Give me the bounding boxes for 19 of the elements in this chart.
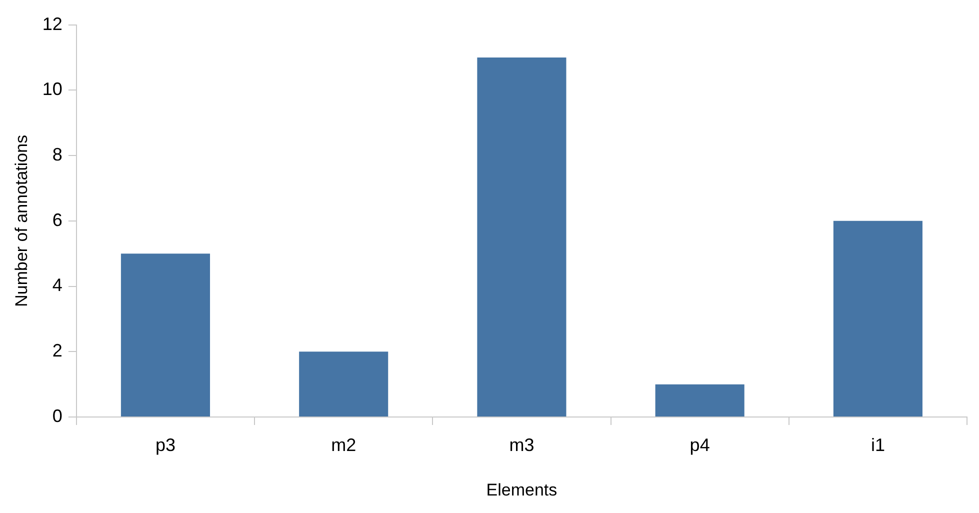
y-tick-label: 0 [52, 406, 62, 426]
bar [655, 384, 744, 416]
bar [120, 254, 210, 416]
x-axis-title: Elements [486, 480, 558, 500]
y-tick-label: 12 [42, 14, 62, 34]
y-tick-label: 2 [52, 340, 62, 361]
y-axis-title: Number of annotations [12, 134, 31, 307]
x-tick-label: p4 [690, 434, 710, 455]
y-tick-label: 8 [52, 144, 62, 164]
bar [477, 57, 566, 416]
x-tick-label: p3 [155, 434, 176, 455]
bar [299, 352, 388, 416]
bar [833, 220, 922, 416]
y-tick-label: 4 [52, 275, 62, 296]
y-tick-label: 6 [52, 210, 62, 230]
x-tick-label: m2 [331, 434, 356, 455]
x-tick-label: m3 [509, 434, 534, 455]
x-tick-label: i1 [870, 434, 885, 455]
y-tick-label: 10 [42, 79, 62, 100]
